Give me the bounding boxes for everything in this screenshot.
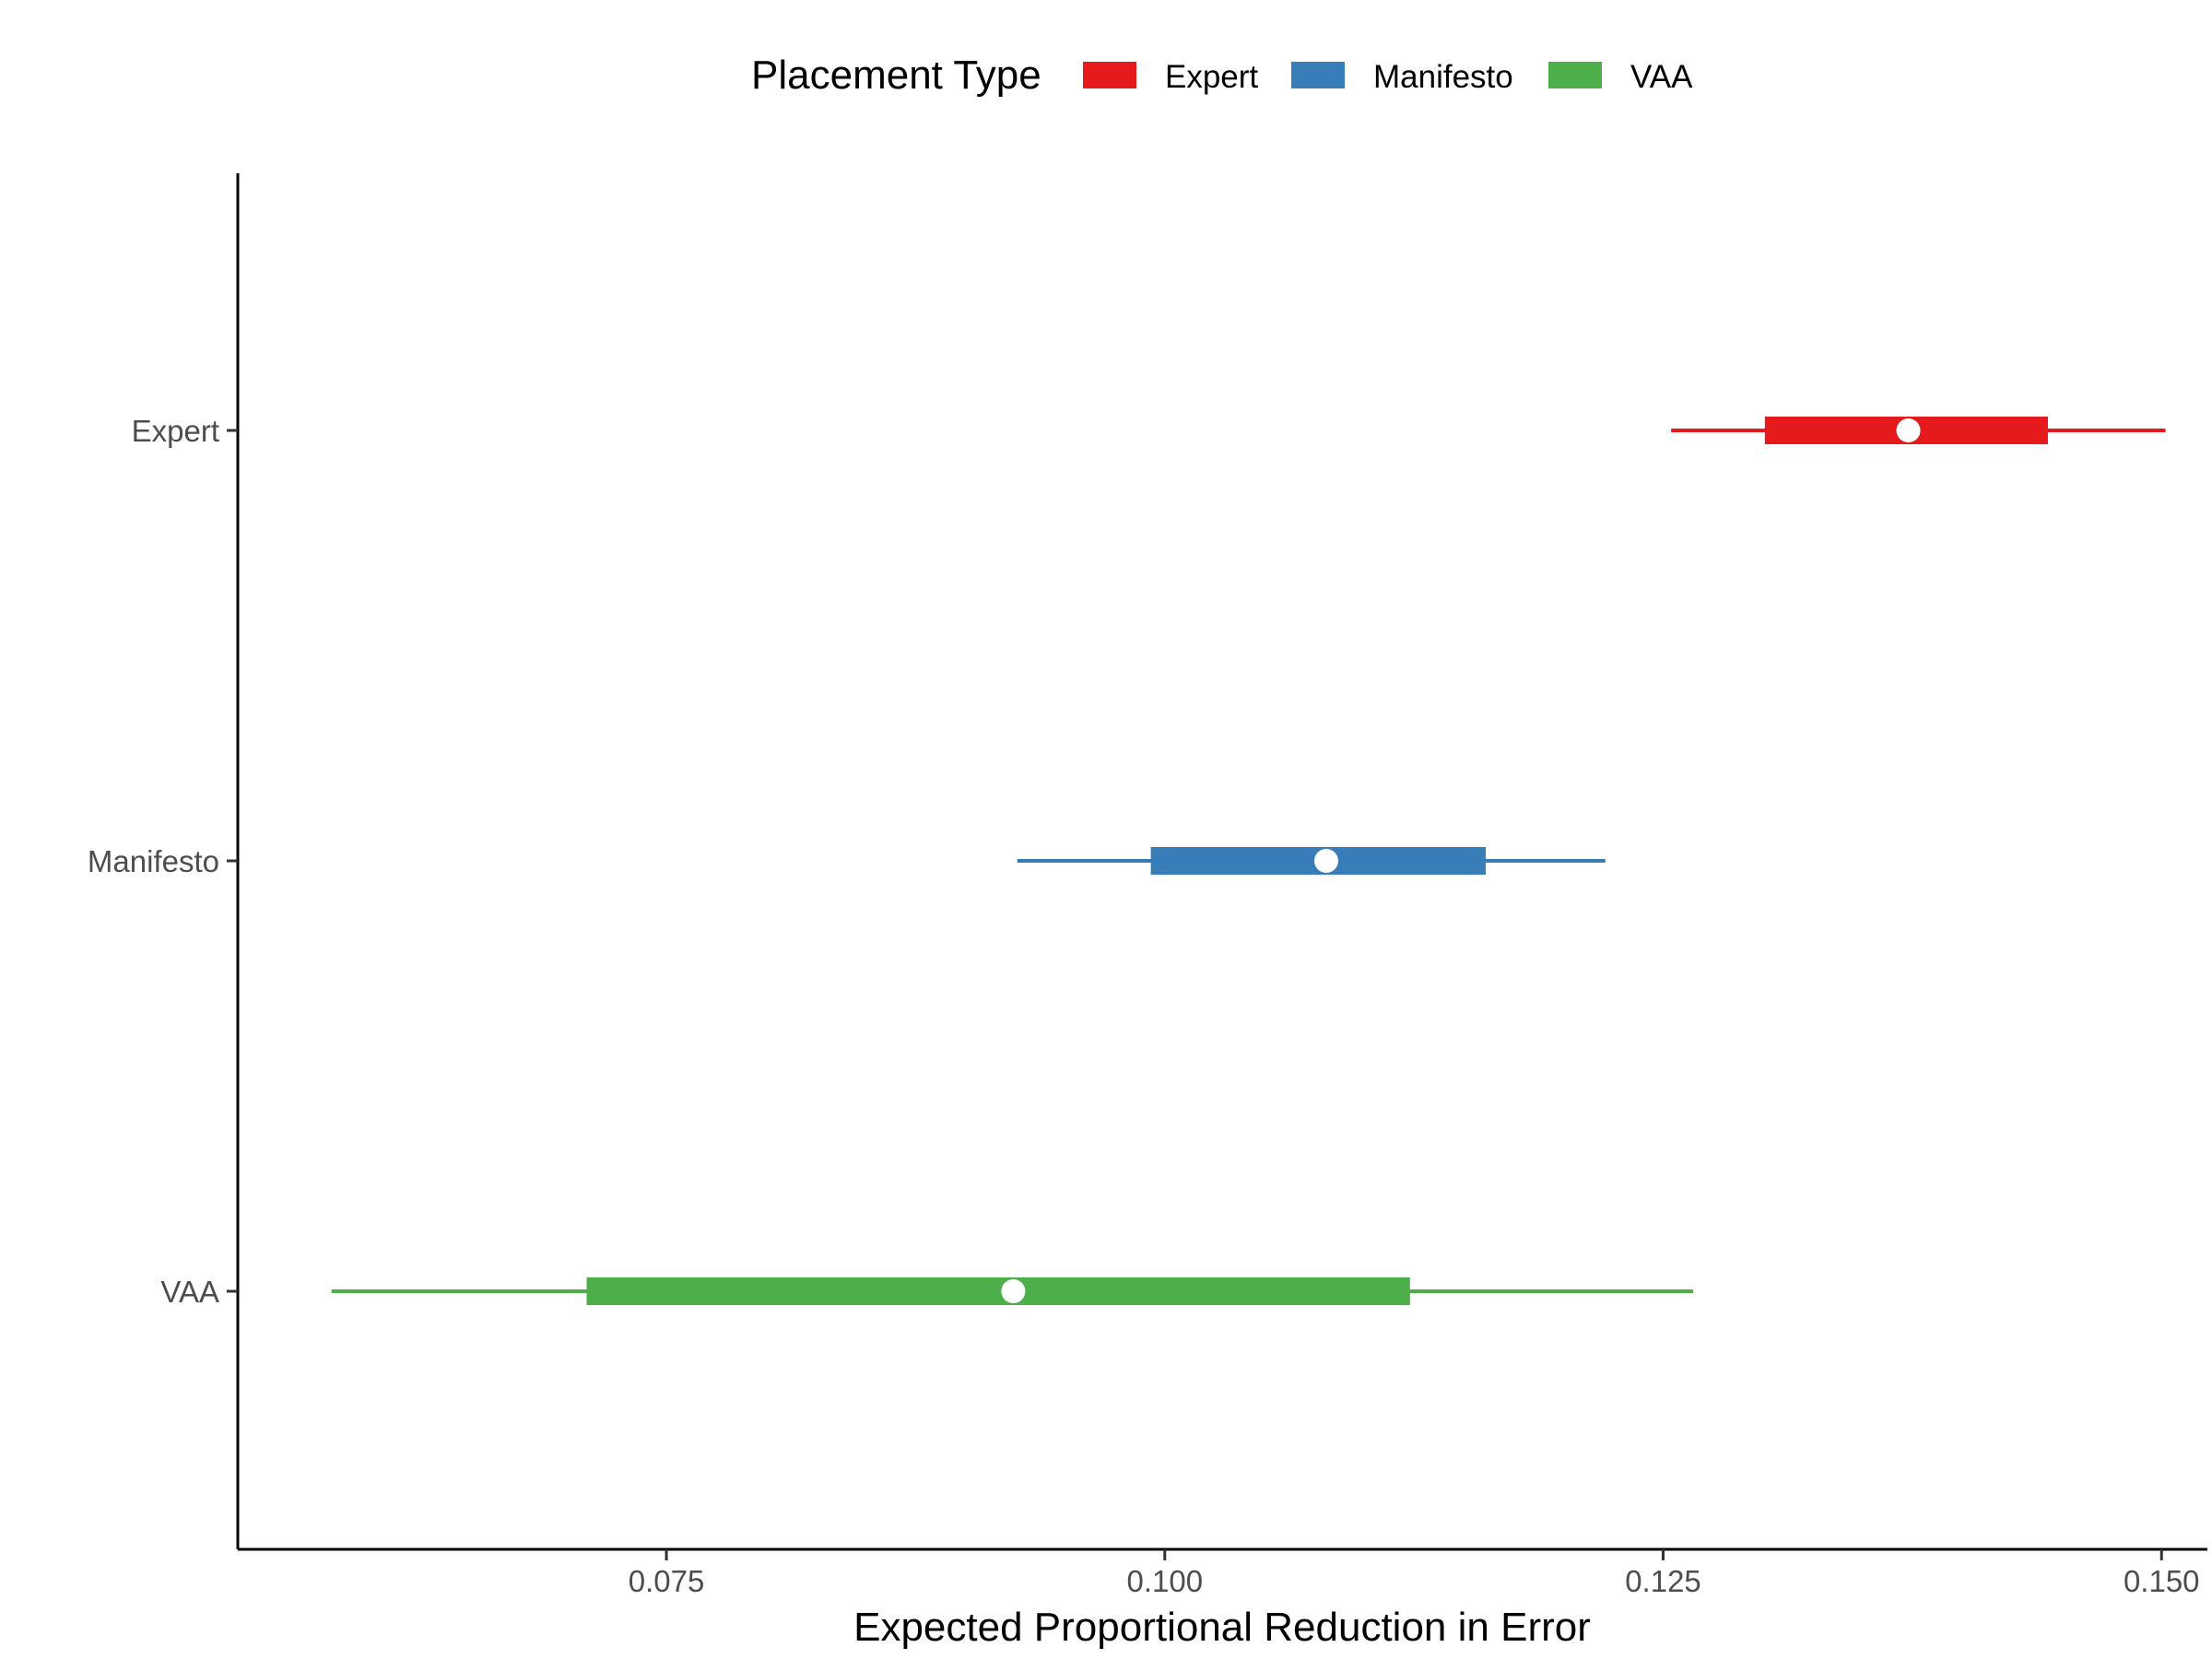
y-tick-label-vaa: VAA (160, 1275, 219, 1309)
x-tick-label: 0.100 (1126, 1564, 1203, 1598)
point-estimate-vaa (1001, 1279, 1026, 1303)
legend-swatch-manifesto (1291, 62, 1345, 88)
inner-interval-vaa (586, 1277, 1410, 1305)
interval-marks (331, 417, 2166, 1305)
y-tick-label-manifesto: Manifesto (88, 844, 219, 878)
point-estimate-manifesto (1313, 849, 1338, 873)
legend: Placement Type Expert Manifesto VAA (751, 53, 1693, 98)
legend-title: Placement Type (751, 53, 1041, 98)
legend-label-expert: Expert (1165, 59, 1258, 95)
y-axis-ticks: Expert Manifesto VAA (88, 414, 238, 1309)
legend-swatch-vaa (1548, 62, 1602, 88)
x-tick-label: 0.075 (629, 1564, 705, 1598)
legend-label-vaa: VAA (1630, 59, 1693, 95)
y-tick-label-expert: Expert (132, 414, 219, 448)
legend-label-manifesto: Manifesto (1373, 59, 1513, 95)
x-tick-label: 0.150 (2124, 1564, 2200, 1598)
point-estimate-expert (1896, 418, 1921, 442)
x-axis-ticks: 0.075 0.100 0.125 0.150 (629, 1549, 2200, 1598)
x-axis-title: Expected Proportional Reduction in Error (853, 1605, 1591, 1650)
legend-swatch-expert (1083, 62, 1136, 88)
x-tick-label: 0.125 (1625, 1564, 1701, 1598)
